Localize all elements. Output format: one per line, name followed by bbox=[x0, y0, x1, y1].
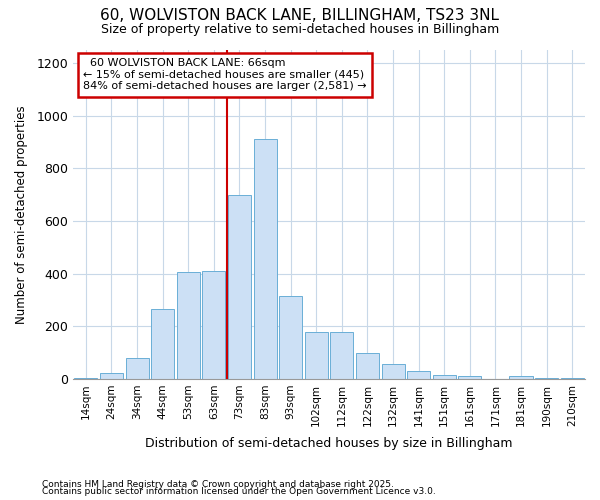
Bar bbox=[151, 309, 174, 379]
Bar bbox=[560, 378, 584, 379]
Bar bbox=[125, 358, 149, 379]
Bar bbox=[100, 373, 123, 379]
Bar bbox=[331, 332, 353, 379]
Bar bbox=[254, 140, 277, 379]
Bar bbox=[382, 364, 404, 379]
Text: 60, WOLVISTON BACK LANE, BILLINGHAM, TS23 3NL: 60, WOLVISTON BACK LANE, BILLINGHAM, TS2… bbox=[101, 8, 499, 22]
Bar bbox=[279, 296, 302, 379]
Bar bbox=[407, 371, 430, 379]
Text: Size of property relative to semi-detached houses in Billingham: Size of property relative to semi-detach… bbox=[101, 22, 499, 36]
Text: Contains public sector information licensed under the Open Government Licence v3: Contains public sector information licen… bbox=[42, 487, 436, 496]
Bar bbox=[202, 271, 226, 379]
Text: Contains HM Land Registry data © Crown copyright and database right 2025.: Contains HM Land Registry data © Crown c… bbox=[42, 480, 394, 489]
Bar bbox=[458, 376, 481, 379]
Bar bbox=[177, 272, 200, 379]
Bar bbox=[509, 376, 533, 379]
Text: 60 WOLVISTON BACK LANE: 66sqm
← 15% of semi-detached houses are smaller (445)
84: 60 WOLVISTON BACK LANE: 66sqm ← 15% of s… bbox=[83, 58, 367, 92]
Y-axis label: Number of semi-detached properties: Number of semi-detached properties bbox=[15, 105, 28, 324]
X-axis label: Distribution of semi-detached houses by size in Billingham: Distribution of semi-detached houses by … bbox=[145, 437, 513, 450]
Bar bbox=[535, 378, 558, 379]
Bar bbox=[433, 375, 456, 379]
Bar bbox=[228, 194, 251, 379]
Bar bbox=[74, 378, 97, 379]
Bar bbox=[305, 332, 328, 379]
Bar bbox=[356, 352, 379, 379]
